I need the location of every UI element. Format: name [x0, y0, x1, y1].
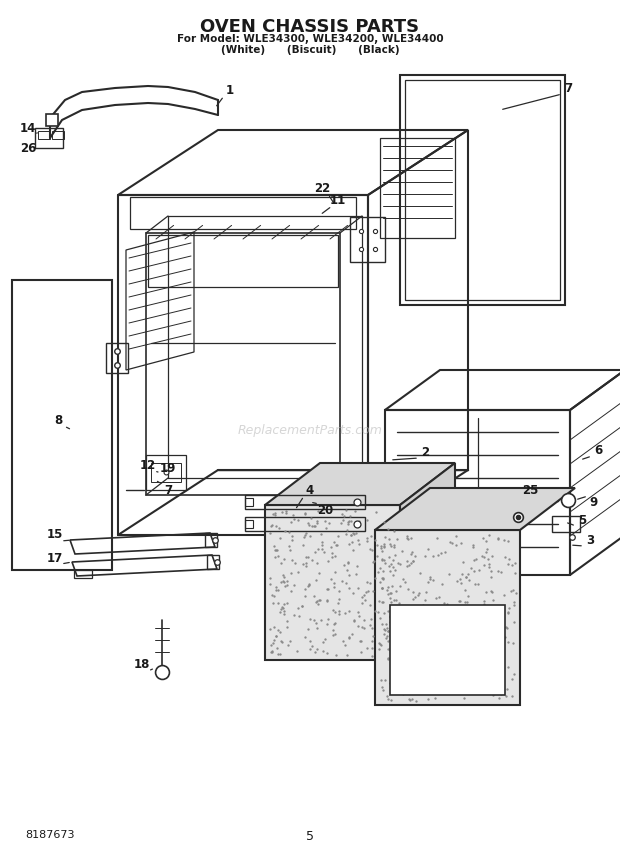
- Bar: [245, 498, 253, 506]
- Text: 25: 25: [522, 484, 538, 496]
- Text: 4: 4: [306, 484, 314, 496]
- Bar: [130, 197, 356, 229]
- Text: 18: 18: [134, 658, 150, 671]
- Bar: [52, 131, 64, 139]
- Text: 7: 7: [164, 484, 172, 496]
- Text: 7: 7: [564, 81, 572, 94]
- Text: 9: 9: [590, 496, 598, 508]
- Bar: [375, 530, 520, 705]
- Bar: [12, 280, 112, 570]
- Bar: [148, 235, 338, 287]
- Bar: [205, 533, 217, 547]
- Polygon shape: [400, 463, 455, 660]
- Text: 14: 14: [20, 122, 36, 134]
- Polygon shape: [375, 488, 575, 530]
- Bar: [38, 131, 50, 139]
- Text: 2: 2: [421, 445, 429, 459]
- Bar: [245, 520, 253, 528]
- Bar: [146, 233, 340, 495]
- Text: 5: 5: [306, 830, 314, 843]
- Text: 8: 8: [54, 413, 62, 426]
- Bar: [151, 463, 181, 482]
- Bar: [207, 555, 219, 569]
- Text: For Model: WLE34300, WLE34200, WLE34400: For Model: WLE34300, WLE34200, WLE34400: [177, 34, 443, 44]
- Bar: [405, 80, 560, 300]
- Text: 1: 1: [226, 84, 234, 97]
- Text: 8187673: 8187673: [25, 830, 74, 840]
- Bar: [400, 75, 565, 305]
- Bar: [390, 605, 505, 695]
- Text: 11: 11: [330, 193, 346, 206]
- Text: 17: 17: [47, 551, 63, 564]
- Bar: [552, 516, 580, 532]
- Bar: [106, 343, 128, 373]
- Bar: [350, 217, 385, 262]
- Bar: [146, 455, 186, 490]
- Text: 6: 6: [594, 443, 602, 456]
- Bar: [74, 570, 92, 578]
- Text: 3: 3: [586, 533, 594, 546]
- Bar: [265, 505, 400, 660]
- Polygon shape: [265, 463, 455, 505]
- Bar: [35, 128, 63, 148]
- Text: 20: 20: [317, 503, 333, 516]
- Text: 15: 15: [47, 528, 63, 542]
- Text: ReplacementParts.com: ReplacementParts.com: [237, 424, 383, 437]
- Text: 22: 22: [314, 181, 330, 194]
- Text: 5: 5: [578, 514, 586, 526]
- Text: 12: 12: [140, 459, 156, 472]
- Text: 19: 19: [160, 461, 176, 474]
- Text: 26: 26: [20, 141, 36, 154]
- Text: (White)      (Biscuit)      (Black): (White) (Biscuit) (Black): [221, 45, 399, 55]
- Text: OVEN CHASSIS PARTS: OVEN CHASSIS PARTS: [200, 18, 420, 36]
- Bar: [385, 410, 570, 575]
